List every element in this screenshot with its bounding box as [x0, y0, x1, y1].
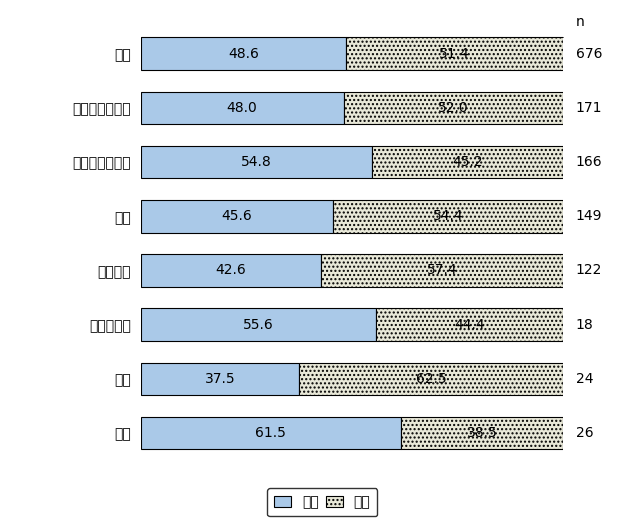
Text: 24: 24: [576, 372, 593, 386]
Text: 45.2: 45.2: [452, 155, 483, 169]
Text: 42.6: 42.6: [216, 263, 246, 277]
Text: 26: 26: [576, 426, 593, 440]
Bar: [321, 254, 563, 287]
Bar: [141, 146, 372, 178]
Text: 54.4: 54.4: [433, 209, 463, 223]
Text: 166: 166: [576, 155, 602, 169]
Text: 37.5: 37.5: [205, 372, 236, 386]
Text: 61.5: 61.5: [255, 426, 286, 440]
Text: 149: 149: [576, 209, 602, 223]
Bar: [141, 92, 344, 124]
Bar: [376, 308, 563, 341]
Bar: [321, 254, 563, 287]
Bar: [401, 417, 563, 449]
Text: n: n: [576, 15, 584, 29]
Text: 48.0: 48.0: [227, 101, 257, 115]
Bar: [141, 38, 346, 70]
Text: 55.6: 55.6: [243, 317, 274, 332]
Text: 48.6: 48.6: [228, 47, 259, 61]
Bar: [300, 362, 563, 395]
Bar: [346, 38, 563, 70]
Text: 122: 122: [576, 263, 602, 277]
Bar: [141, 417, 401, 449]
Bar: [141, 200, 333, 233]
Bar: [141, 308, 376, 341]
Text: 54.8: 54.8: [241, 155, 272, 169]
Bar: [333, 200, 563, 233]
Bar: [300, 362, 563, 395]
Text: 51.4: 51.4: [439, 47, 470, 61]
Bar: [372, 146, 563, 178]
Bar: [346, 38, 563, 70]
Bar: [344, 92, 563, 124]
Text: 171: 171: [576, 101, 602, 115]
Text: 44.4: 44.4: [454, 317, 484, 332]
Bar: [141, 362, 300, 395]
Text: 676: 676: [576, 47, 602, 61]
Bar: [333, 200, 563, 233]
Bar: [141, 254, 321, 287]
Legend: ある, ない: ある, ない: [268, 488, 378, 516]
Bar: [344, 92, 563, 124]
Text: 18: 18: [576, 317, 594, 332]
Text: 45.6: 45.6: [221, 209, 253, 223]
Text: 57.4: 57.4: [427, 263, 458, 277]
Bar: [401, 417, 563, 449]
Bar: [372, 146, 563, 178]
Bar: [376, 308, 563, 341]
Text: 38.5: 38.5: [467, 426, 497, 440]
Text: 62.5: 62.5: [416, 372, 447, 386]
Text: 52.0: 52.0: [438, 101, 468, 115]
